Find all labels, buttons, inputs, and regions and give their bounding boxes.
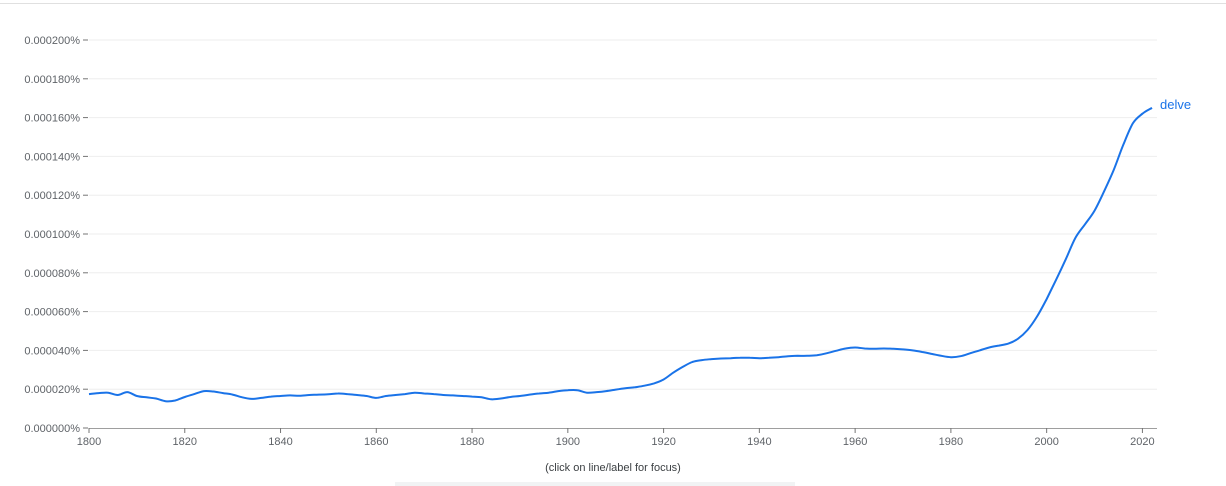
x-tick-label: 1960 [843,436,867,448]
x-axis-ticks: 1800 1820 1840 1860 1880 1900 1920 1940 1960 1980… [77,428,1155,448]
y-tick-label: 0.000100% [24,229,80,241]
x-tick-label: 1840 [268,436,292,448]
y-tick-label: 0.000160% [24,113,80,125]
y-tick-label: 0.000000% [24,423,80,435]
y-tick-label: 0.000040% [24,345,80,357]
series-line-delve[interactable] [88,107,1153,403]
top-divider [0,3,1226,4]
series-layer[interactable]: delve [88,97,1191,403]
x-tick-label: 1900 [556,436,580,448]
x-tick-label: 1940 [747,436,771,448]
series-label-delve[interactable]: delve [1160,97,1191,112]
x-tick-label: 1920 [651,436,675,448]
y-tick-label: 0.000080% [24,268,80,280]
bottom-scroll-hint [395,482,795,486]
x-tick-label: 2020 [1130,436,1154,448]
y-tick-label: 0.000140% [24,151,80,163]
y-tick-label: 0.000060% [24,307,80,319]
x-tick-label: 1800 [77,436,101,448]
x-tick-label: 1880 [460,436,484,448]
x-tick-label: 1860 [364,436,388,448]
x-tick-label: 1820 [173,436,197,448]
y-axis-ticks: 0.000000% 0.000020% 0.000040% 0.000060% 0.00… [24,35,88,435]
focus-hint: (click on line/label for focus) [545,462,681,474]
x-tick-label: 1980 [939,436,963,448]
y-tick-label: 0.000020% [24,384,80,396]
y-tick-label: 0.000180% [24,74,80,86]
x-tick-label: 2000 [1034,436,1058,448]
y-tick-label: 0.000200% [24,35,80,47]
gridlines [89,39,1157,390]
y-tick-label: 0.000120% [24,190,80,202]
